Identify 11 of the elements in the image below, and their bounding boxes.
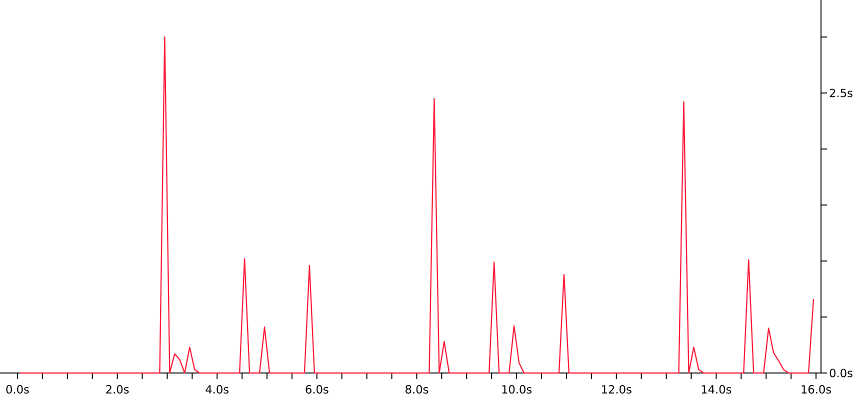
x-tick-label: 0.0s	[6, 385, 29, 394]
x-tick-label: 8.0s	[406, 385, 428, 394]
x-tick-label: 2.0s	[106, 385, 129, 394]
line-series	[19, 36, 814, 374]
x-tick-label: 4.0s	[206, 385, 229, 394]
x-tick-label: 6.0s	[306, 385, 328, 394]
x-tick-label: 16.0s	[802, 385, 832, 394]
x-tick-label: 12.0s	[602, 385, 632, 394]
y-tick-label: 2.5s	[830, 88, 852, 98]
x-tick-label: 10.0s	[502, 385, 532, 394]
x-tick-label: 14.0s	[702, 385, 732, 394]
